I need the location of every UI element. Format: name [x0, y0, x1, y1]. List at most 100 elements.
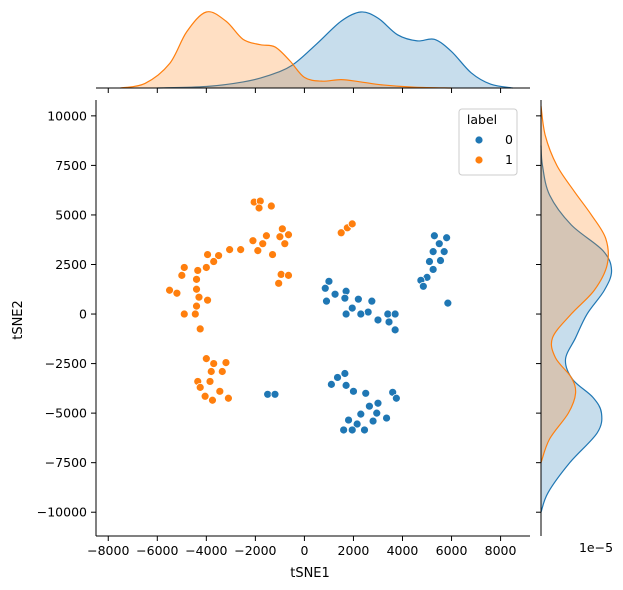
scatter-point-label-0: [390, 325, 400, 335]
y-tick-label: 0: [79, 307, 87, 322]
scatter-point-label-0: [322, 296, 331, 306]
y-tick-label: 5000: [55, 207, 87, 222]
scatter-point-label-1: [268, 250, 277, 259]
scatter-point-label-1: [200, 391, 210, 401]
scatter-point-label-0: [341, 309, 351, 319]
scatter-point-label-0: [270, 389, 280, 399]
scatter-point-label-1: [195, 324, 205, 334]
scatter-point-label-1: [266, 201, 276, 211]
scatter-point-label-1: [205, 377, 215, 386]
scatter-point-label-0: [383, 309, 393, 319]
legend-marker-1: [474, 155, 484, 165]
scatter-point-label-0: [442, 233, 452, 243]
scatter-point-label-0: [352, 419, 362, 429]
x-axis-label: tSNE1: [290, 566, 330, 581]
scatter-point-label-1: [192, 301, 201, 311]
legend-label-1: 1: [505, 152, 513, 167]
y-tick-label: 2500: [55, 257, 87, 272]
legend-marker-0: [474, 135, 484, 145]
x-tick-label: 0: [300, 543, 308, 558]
scatter-point-label-1: [215, 386, 225, 396]
legend-frame: [458, 108, 518, 176]
scatter-point-label-0: [340, 293, 350, 303]
scatter-point-label-1: [254, 203, 264, 213]
scatter-point-label-0: [391, 393, 401, 403]
y-tick-label: −5000: [45, 406, 87, 421]
x-tick-label: −6000: [136, 543, 178, 558]
axes: −8000 −6000 −4000 −2000 0 2000 4000 6000 8000 −10…: [37, 87, 542, 558]
scatter-point-label-0: [353, 294, 363, 304]
marginal-scale-label: 1e−5: [579, 540, 613, 555]
scatter-point-label-0: [364, 401, 374, 411]
scatter-point-label-0: [434, 239, 444, 249]
scatter-point-label-1: [209, 359, 219, 368]
scatter-point-label-1: [209, 257, 219, 266]
scatter-point-label-1: [194, 292, 204, 302]
scatter-point-label-1: [201, 354, 211, 364]
right-kde-fill-0: [541, 145, 612, 513]
scatter-point-label-0: [363, 307, 373, 317]
scatter-point-label-1: [214, 251, 223, 260]
scatter-point-label-0: [320, 283, 330, 293]
x-tick-label: 2000: [338, 543, 370, 558]
scatter-point-label-0: [349, 386, 358, 396]
legend-title: label: [467, 112, 497, 127]
scatter-point-label-1: [195, 382, 205, 392]
x-tick-label: 4000: [387, 543, 419, 558]
scatter-point-label-0: [326, 379, 336, 389]
legend: label 0 1: [458, 108, 518, 176]
top-kde-fill-1: [120, 11, 452, 88]
scatter-point-label-1: [280, 239, 290, 249]
scatter-point-label-0: [373, 315, 383, 325]
scatter-point-label-1: [258, 239, 268, 249]
x-tick-label: −8000: [87, 543, 129, 558]
scatter-point-label-0: [360, 425, 369, 435]
scatter-point-label-0: [428, 247, 438, 257]
scatter-point-label-1: [336, 228, 346, 238]
right-kde-line-1: [540, 105, 609, 463]
scatter-point-label-1: [217, 367, 227, 376]
scatter-point-label-0: [367, 296, 377, 306]
main-scatter-plot: [165, 196, 453, 435]
y-axis-label: tSNE2: [11, 300, 26, 340]
scatter-point-label-0: [368, 416, 378, 426]
top-kde-fill-0: [157, 11, 513, 88]
scatter-point-label-1: [208, 395, 217, 405]
x-tick-label: −2000: [234, 543, 276, 558]
x-tick-label: 6000: [436, 543, 468, 558]
top-kde-line-0: [157, 11, 513, 89]
scatter-point-label-1: [203, 295, 212, 305]
scatter-point-label-0: [330, 289, 340, 299]
scatter-point-label-1: [248, 236, 258, 246]
scatter-point-label-0: [418, 281, 428, 291]
scatter-point-label-0: [384, 317, 394, 327]
scatter-point-label-0: [263, 389, 273, 399]
x-tick-label: −4000: [185, 543, 227, 558]
scatter-point-label-0: [341, 380, 351, 390]
scatter-point-label-0: [439, 247, 449, 257]
scatter-point-label-1: [262, 231, 271, 241]
right-marginal-kde: [540, 105, 613, 513]
scatter-point-label-1: [201, 263, 211, 272]
x-tick-label: 8000: [485, 543, 517, 558]
scatter-point-label-0: [390, 309, 400, 319]
scatter-point-label-1: [274, 278, 284, 288]
scatter-point-label-1: [276, 269, 286, 279]
scatter-point-label-0: [324, 276, 334, 286]
scatter-point-label-1: [165, 285, 174, 295]
scatter-point-label-0: [340, 369, 350, 378]
scatter-point-label-0: [429, 231, 439, 241]
scatter-point-label-1: [203, 250, 212, 259]
scatter-point-label-1: [192, 274, 201, 284]
scatter-point-label-0: [372, 408, 382, 418]
scatter-point-label-1: [193, 266, 203, 275]
scatter-point-label-1: [277, 224, 287, 234]
scatter-point-label-1: [179, 263, 189, 272]
right-kde-fill-1: [541, 105, 609, 463]
scatter-point-label-0: [344, 415, 353, 425]
scatter-point-label-1: [221, 358, 231, 367]
top-kde-line-1: [120, 11, 452, 89]
scatter-point-label-0: [356, 409, 366, 419]
y-tick-label: −2500: [45, 356, 87, 371]
